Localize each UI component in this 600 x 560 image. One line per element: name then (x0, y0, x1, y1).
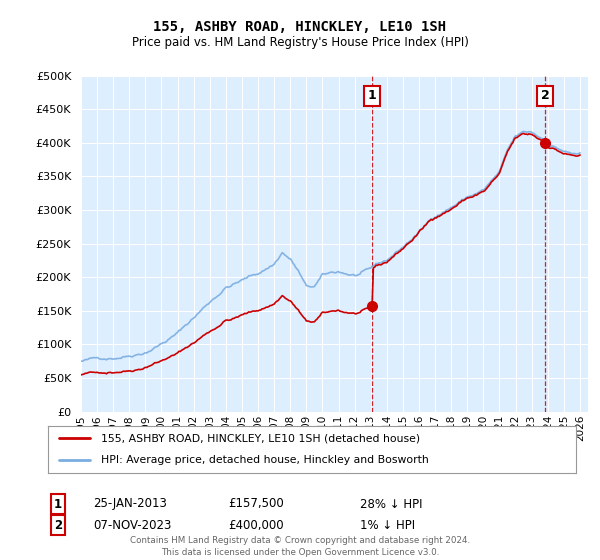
Text: HPI: Average price, detached house, Hinckley and Bosworth: HPI: Average price, detached house, Hinc… (101, 455, 428, 465)
Text: 28% ↓ HPI: 28% ↓ HPI (360, 497, 422, 511)
Text: Contains HM Land Registry data © Crown copyright and database right 2024.
This d: Contains HM Land Registry data © Crown c… (130, 536, 470, 557)
Text: 2: 2 (541, 89, 550, 102)
Text: Price paid vs. HM Land Registry's House Price Index (HPI): Price paid vs. HM Land Registry's House … (131, 36, 469, 49)
Text: 25-JAN-2013: 25-JAN-2013 (93, 497, 167, 511)
Text: 1: 1 (54, 497, 62, 511)
Text: 155, ASHBY ROAD, HINCKLEY, LE10 1SH: 155, ASHBY ROAD, HINCKLEY, LE10 1SH (154, 20, 446, 34)
Text: £400,000: £400,000 (228, 519, 284, 532)
Text: 2: 2 (54, 519, 62, 532)
Text: £157,500: £157,500 (228, 497, 284, 511)
Text: 155, ASHBY ROAD, HINCKLEY, LE10 1SH (detached house): 155, ASHBY ROAD, HINCKLEY, LE10 1SH (det… (101, 433, 420, 444)
Text: 1: 1 (367, 89, 376, 102)
Text: 1% ↓ HPI: 1% ↓ HPI (360, 519, 415, 532)
Text: 07-NOV-2023: 07-NOV-2023 (93, 519, 172, 532)
